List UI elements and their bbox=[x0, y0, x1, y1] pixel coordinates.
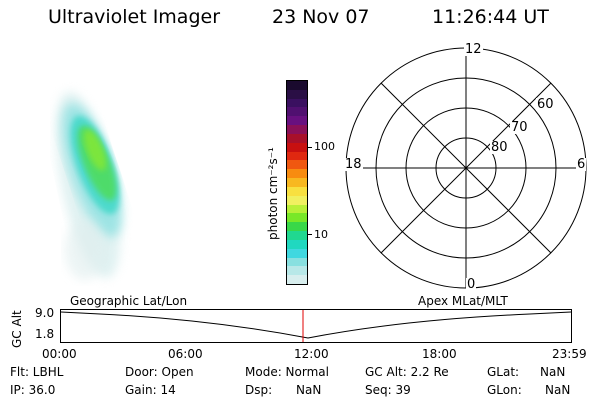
colorbar-segment bbox=[287, 116, 307, 126]
colorbar-segment bbox=[287, 195, 307, 205]
colorbar-segment bbox=[287, 160, 307, 170]
colorbar-segment bbox=[287, 98, 307, 108]
gc-alt-info: GC Alt: 2.2 Re bbox=[365, 365, 449, 379]
x-tick-00-00: 00:00 bbox=[42, 347, 77, 361]
glon-value: NaN bbox=[545, 383, 571, 397]
gc-alt-axis-label: GC Alt bbox=[10, 310, 24, 348]
auroral-image bbox=[55, 91, 123, 280]
colorbar-segment bbox=[287, 186, 307, 196]
instrument-title: Ultraviolet Imager bbox=[48, 6, 221, 28]
x-tick-23-59: 23:59 bbox=[552, 347, 587, 361]
colorbar-tick-100: 100 bbox=[314, 140, 335, 153]
colorbar-segment bbox=[287, 231, 307, 240]
geographic-title: Geographic Lat/Lon bbox=[70, 294, 188, 308]
colorbar bbox=[286, 80, 308, 285]
colorbar-segment bbox=[287, 125, 307, 134]
apex-title: Apex MLat/MLT bbox=[418, 294, 508, 308]
dsp-value: NaN bbox=[296, 383, 322, 397]
colorbar-segment bbox=[287, 142, 307, 152]
colorbar-segment bbox=[287, 81, 307, 90]
x-tick-12-00: 12:00 bbox=[294, 347, 329, 361]
colorbar-segment bbox=[287, 248, 307, 258]
polar-grid bbox=[345, 47, 587, 289]
y-tick-9: 9.0 bbox=[35, 306, 55, 320]
mode-info: Mode: Normal bbox=[245, 365, 329, 379]
colorbar-segment bbox=[287, 133, 307, 143]
colorbar-segment bbox=[287, 169, 307, 179]
colorbar-segment bbox=[287, 151, 307, 161]
lat-label-60: 60 bbox=[536, 97, 555, 112]
timeline-plot bbox=[60, 309, 572, 343]
ip-info: IP: 36.0 bbox=[10, 383, 56, 397]
lat-label-80: 80 bbox=[490, 140, 509, 155]
x-tick-06-00: 06:00 bbox=[168, 347, 203, 361]
colorbar-segment bbox=[287, 89, 307, 99]
colorbar-segment bbox=[287, 266, 307, 276]
mlt-label-6: 6 bbox=[576, 157, 587, 172]
colorbar-unit-label: photon cm⁻²s⁻¹ bbox=[266, 147, 280, 240]
glat-value: NaN bbox=[540, 365, 566, 379]
glon-label: GLon: bbox=[487, 383, 522, 397]
colorbar-tick-10: 10 bbox=[314, 228, 328, 241]
mlt-label-18: 18 bbox=[344, 157, 363, 172]
colorbar-tick-mark bbox=[307, 147, 312, 148]
colorbar-segment bbox=[287, 213, 307, 223]
y-tick-1-8: 1.8 bbox=[35, 327, 55, 341]
colorbar-segment bbox=[287, 239, 307, 249]
colorbar-segment bbox=[287, 275, 307, 285]
colorbar-segment bbox=[287, 107, 307, 117]
colorbar-segment bbox=[287, 257, 307, 267]
x-tick-18-00: 18:00 bbox=[422, 347, 457, 361]
door-info: Door: Open bbox=[125, 365, 194, 379]
colorbar-segment bbox=[287, 178, 307, 187]
mlt-label-12: 12 bbox=[464, 42, 483, 57]
seq-info: Seq: 39 bbox=[365, 383, 411, 397]
mlt-label-0: 0 bbox=[466, 277, 477, 292]
colorbar-tick-mark bbox=[307, 234, 312, 235]
lat-label-70: 70 bbox=[510, 120, 529, 135]
filter-info: Flt: LBHL bbox=[10, 365, 64, 379]
colorbar-segment bbox=[287, 222, 307, 232]
colorbar-segment bbox=[287, 204, 307, 214]
date-label: 23 Nov 07 bbox=[272, 6, 370, 28]
dsp-label: Dsp: bbox=[245, 383, 273, 397]
time-label: 11:26:44 UT bbox=[432, 6, 549, 28]
glat-label: GLat: bbox=[487, 365, 520, 379]
gain-info: Gain: 14 bbox=[125, 383, 176, 397]
